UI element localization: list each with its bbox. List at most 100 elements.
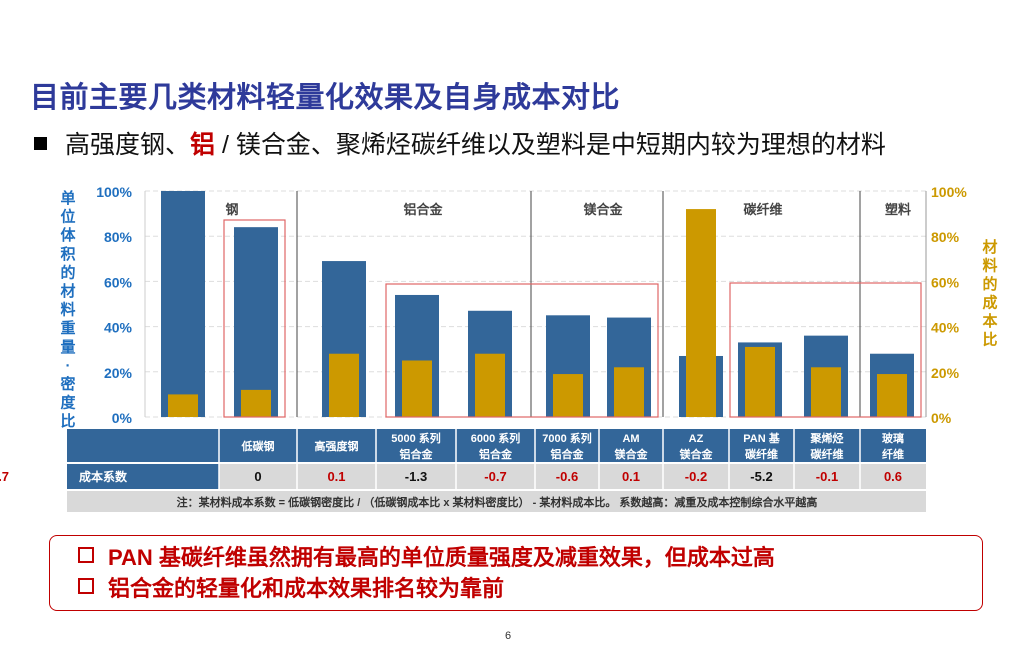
left-axis-label-char: 位 [60, 208, 75, 226]
category-label: 镁合金 [680, 447, 714, 461]
category-label: PAN 基 [743, 431, 780, 445]
category-label: 铝合金 [400, 447, 434, 461]
table-row-label: 成本系数 [79, 469, 128, 484]
category-label: 5000 系列 [391, 431, 441, 445]
category-label: 6000 系列 [471, 431, 521, 445]
category-label: 铝合金 [551, 447, 585, 461]
table-row-label-cell [67, 464, 219, 489]
right-tick-label: 40% [931, 320, 960, 336]
cost-coefficient-value: -0.2 [685, 469, 707, 484]
cost-bar [402, 360, 432, 417]
bullet-text-1: 高强度钢、 [65, 131, 191, 159]
category-label: 低碳钢 [241, 439, 275, 453]
right-axis-label-char: 材 [982, 238, 997, 256]
conclusion-text: PAN 基碳纤维虽然拥有最高的单位质量强度及减重效果，但成本过高 [108, 545, 775, 570]
cost-coefficient-value: 1.7 [0, 469, 9, 484]
left-axis-label-char: 的 [60, 263, 75, 281]
cost-bar [553, 374, 583, 417]
highlight-box [729, 282, 922, 418]
cost-bar [329, 353, 359, 417]
category-label: AM [622, 433, 639, 445]
page-title: 目前主要几类材料轻量化效果及自身成本对比 [30, 82, 621, 114]
cost-bar [811, 367, 841, 417]
cost-coefficient-value: -1.3 [405, 469, 427, 484]
bullet-point: 高强度钢、铝 / 镁合金、聚烯烃碳纤维以及塑料是中短期内较为理想的材料 [34, 130, 1004, 160]
left-axis-label-char: 度 [60, 394, 76, 412]
left-tick-label: 0% [112, 410, 133, 426]
left-tick-label: 20% [104, 365, 133, 381]
cost-bar [686, 209, 716, 417]
right-axis-label-char: 成 [982, 294, 997, 312]
group-label: 碳纤维 [743, 202, 782, 217]
checkbox-bullet-icon [78, 578, 94, 594]
bullet-highlight: 铝 [190, 131, 216, 159]
cost-coefficient-value: -0.6 [556, 469, 578, 484]
conclusion-item: 铝合金的轻量化和成本效果排名较为靠前 [78, 573, 982, 604]
category-label: 碳纤维 [745, 447, 778, 461]
left-axis-label-char: 密 [60, 375, 75, 393]
cost-coefficient-value: 0.6 [884, 469, 902, 484]
category-label: AZ [689, 433, 704, 445]
group-label: 塑料 [885, 202, 911, 217]
right-tick-label: 0% [931, 410, 952, 426]
group-label: 钢 [225, 202, 238, 217]
left-axis-label-char: 材 [60, 282, 75, 300]
table-note-row [67, 491, 926, 512]
conclusion-text: 铝合金的轻量化和成本效果排名较为靠前 [108, 576, 505, 601]
conclusion-item: PAN 基碳纤维虽然拥有最高的单位质量强度及减重效果，但成本过高 [78, 542, 982, 573]
left-axis-label-char: 量 [60, 339, 75, 356]
right-axis-label-char: 本 [982, 312, 997, 330]
category-label: 镁合金 [615, 447, 649, 461]
left-tick-label: 100% [96, 184, 132, 200]
category-label: 7000 系列 [542, 431, 592, 445]
left-axis-label-char: · [66, 357, 71, 374]
chart: 0% 0% 20% 20% 40% 40% 60% 60% 80% 80% 100% 100% 单位体积… [0, 184, 998, 512]
category-label: 碳纤维 [811, 447, 844, 461]
left-tick-label: 40% [104, 320, 133, 336]
cost-bar [614, 367, 644, 417]
group-label: 镁合金 [583, 202, 623, 217]
cost-bar [475, 353, 505, 417]
square-bullet-icon [34, 137, 47, 150]
right-tick-label: 60% [931, 274, 960, 290]
category-label: 铝合金 [479, 447, 513, 461]
cost-bar [241, 389, 271, 417]
left-axis-label-char: 体 [60, 226, 76, 244]
right-tick-label: 80% [931, 229, 960, 245]
cost-coefficient-value: -5.2 [750, 469, 772, 484]
table-header-row [67, 429, 926, 462]
density-bar [234, 227, 278, 417]
table-value-row [219, 464, 926, 489]
highlight-box [223, 219, 286, 418]
right-tick-label: 100% [931, 184, 967, 200]
cost-coefficient-value: 0.1 [622, 469, 640, 484]
table-note: 注：某材料成本系数 = 低碳钢密度比 / （低碳钢成本比 x 某材料密度比） -… [177, 495, 818, 509]
checkbox-bullet-icon [78, 547, 94, 563]
right-axis-label-char: 料 [982, 257, 997, 275]
cost-bar [877, 374, 907, 417]
right-axis-label-char: 的 [982, 275, 997, 293]
density-bar [161, 191, 205, 417]
cost-coefficient-value: 0 [254, 469, 261, 484]
category-label: 塑料 [0, 439, 11, 453]
left-axis-label-char: 单 [60, 189, 75, 207]
left-axis-label-char: 重 [60, 319, 75, 337]
cost-bar [745, 346, 775, 417]
cost-coefficient-value: 0.1 [327, 469, 345, 484]
highlight-box [385, 283, 659, 418]
right-axis-label-char: 比 [982, 331, 997, 349]
left-axis-label-char: 积 [60, 245, 75, 263]
cost-coefficient-value: -0.1 [816, 469, 838, 484]
conclusion-box: PAN 基碳纤维虽然拥有最高的单位质量强度及减重效果，但成本过高 铝合金的轻量化… [49, 535, 983, 611]
left-axis-label-char: 比 [60, 412, 75, 430]
group-label: 铝合金 [403, 202, 443, 217]
category-label: 纤维 [882, 447, 904, 461]
page-number: 6 [505, 630, 512, 642]
category-label: 聚烯烃 [810, 431, 844, 445]
left-tick-label: 60% [104, 274, 133, 290]
category-label: 高强度钢 [315, 439, 359, 453]
category-label: 玻璃 [882, 431, 904, 445]
cost-coefficient-value: -0.7 [484, 469, 506, 484]
left-axis-label-char: 料 [60, 301, 75, 319]
cost-bar [168, 394, 198, 417]
